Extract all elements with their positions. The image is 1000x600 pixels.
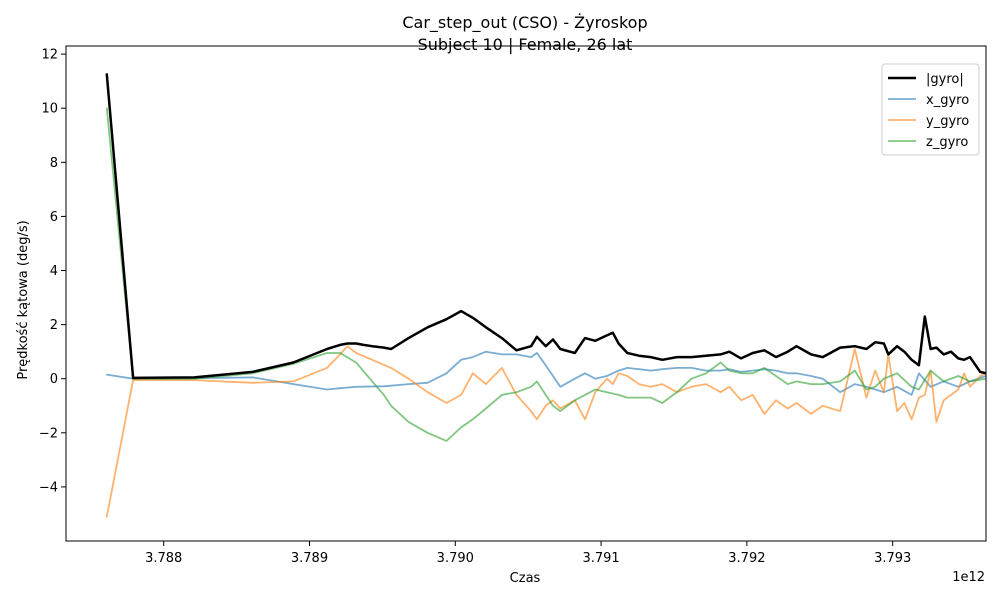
x-axis-label: Czas	[510, 571, 541, 586]
y-tick-label: 10	[41, 102, 58, 117]
legend: |gyro| x_gyro y_gyro z_gyro	[881, 63, 980, 156]
x-tick-label: 3.788	[145, 551, 182, 566]
x-axis-offset-label: 1e12	[952, 570, 985, 585]
legend-label: x_gyro	[926, 93, 969, 108]
plot-area	[105, 73, 986, 518]
y-tick-label: 4	[50, 264, 58, 279]
series-lines	[105, 73, 986, 518]
y-tick-label: 6	[50, 210, 58, 225]
chart-subtitle: Subject 10 | Female, 26 lat	[418, 35, 633, 54]
y-tick-label: 12	[41, 48, 58, 63]
axis-ticks: 3.788 3.789 3.790 3.791 3.792 3.793 −4 −2 0 2 4 6 8 1…	[39, 48, 911, 566]
legend-label: y_gyro	[926, 114, 969, 129]
y-axis-label: Prędkość kątowa (deg/s)	[16, 220, 31, 379]
y-tick-label: 2	[50, 318, 58, 333]
x-tick-label: 3.791	[582, 551, 619, 566]
legend-box	[881, 63, 980, 156]
series-line-ygyro	[105, 345, 986, 518]
legend-label: z_gyro	[926, 135, 968, 150]
y-tick-label: 8	[50, 156, 58, 171]
plot-frame	[65, 45, 987, 542]
y-tick-label: 0	[50, 372, 58, 387]
series-line-zgyro	[105, 107, 986, 442]
legend-label: |gyro|	[926, 72, 964, 87]
series-line-gyro	[105, 73, 986, 380]
y-tick-label: −4	[39, 480, 58, 495]
x-tick-label: 3.789	[291, 551, 328, 566]
x-tick-label: 3.792	[728, 551, 765, 566]
chart-title: Car_step_out (CSO) - Żyroskop	[402, 13, 647, 33]
x-tick-label: 3.793	[874, 551, 911, 566]
x-tick-label: 3.790	[437, 551, 474, 566]
y-tick-label: −2	[39, 426, 58, 441]
